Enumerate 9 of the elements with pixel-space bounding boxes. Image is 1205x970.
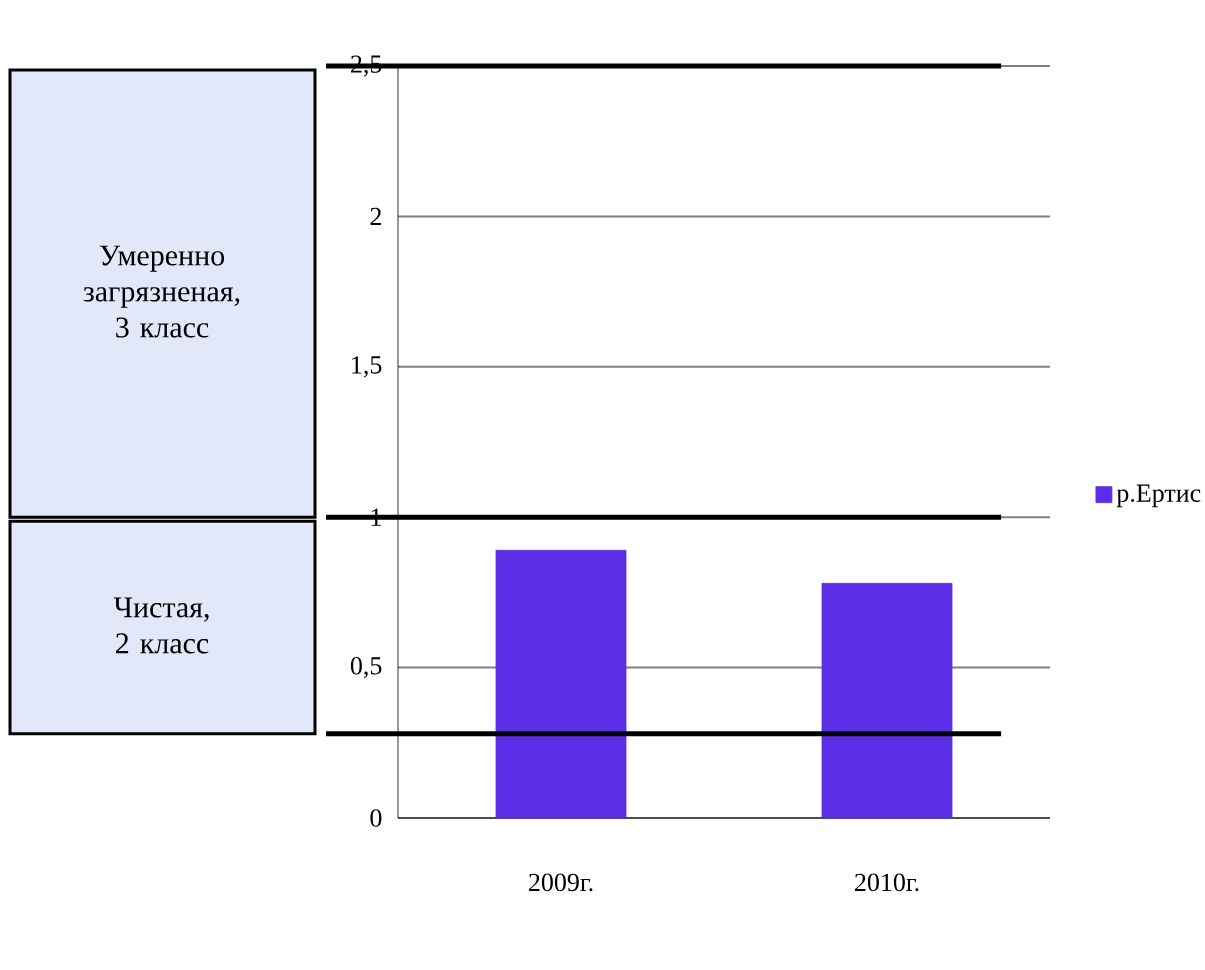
text: Чистая, 2 класс: [113, 597, 209, 654]
text: Умеренно загрязненая, 3 класс: [83, 245, 240, 338]
y-tick-label: 0,5: [350, 656, 382, 679]
y-tick-label: 0: [370, 809, 382, 827]
x-tick-label: 2009г.: [529, 873, 593, 892]
x-tick-label: 2010г.: [855, 873, 919, 892]
legend-label: р.Ертис: [1116, 484, 1201, 508]
y-tick-label: 2: [370, 207, 381, 225]
y-tick-label: 1,5: [352, 356, 382, 378]
